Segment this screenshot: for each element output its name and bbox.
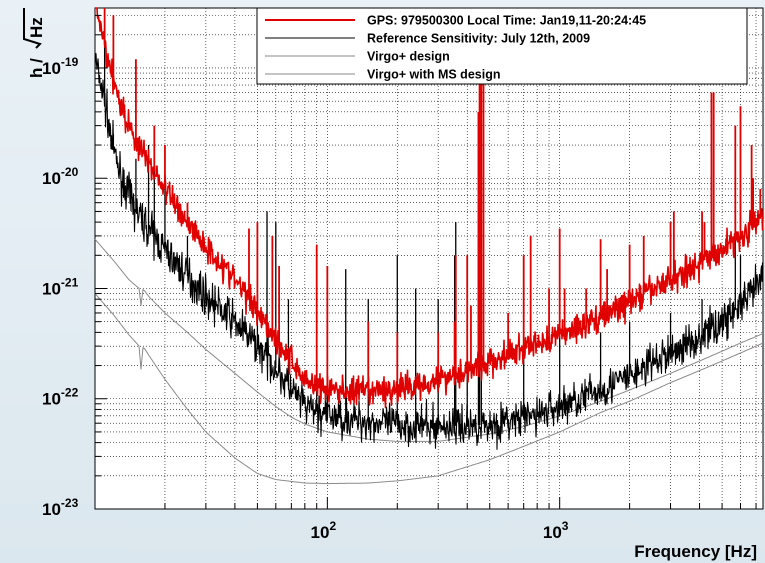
- legend-label: Virgo+ design: [367, 50, 450, 64]
- x-tick-label: 103: [543, 519, 569, 542]
- y-tick-label: 10-23: [42, 496, 79, 519]
- grid: [95, 8, 763, 509]
- legend-entry: GPS: 979500300 Local Time: Jan19,11-20:2…: [265, 14, 646, 28]
- plot-frame: [94, 7, 764, 510]
- y-tick-label: 10-19: [42, 55, 79, 78]
- series-group: [94, 293, 764, 485]
- legend-entry: Virgo+ design: [265, 50, 450, 64]
- series-line: [94, 238, 764, 442]
- legend-label: Virgo+ with MS design: [367, 68, 500, 82]
- y-axis-title-sqrt-term: Hz: [27, 17, 46, 38]
- y-tick-label: 10-21: [42, 275, 79, 298]
- legend-entry: Virgo+ with MS design: [265, 68, 500, 82]
- series-line: [94, 7, 764, 409]
- series-group: [94, 238, 764, 442]
- series-group: [94, 7, 764, 409]
- axes: 102 103 10-19 10-20 10-21 10-22 10-23: [42, 14, 757, 542]
- y-tick-label: 10-22: [42, 386, 79, 409]
- x-tick-label: 102: [311, 519, 337, 542]
- series-line: [94, 53, 764, 450]
- legend-label: GPS: 979500300 Local Time: Jan19,11-20:2…: [367, 14, 646, 28]
- series-line: [94, 293, 764, 485]
- legend-label: Reference Sensitivity: July 12th, 2009: [367, 32, 590, 46]
- y-axis-title: h / Hz: [23, 8, 46, 78]
- y-axis-title-prefix: h /: [27, 58, 46, 78]
- sqrt-sign-icon: [23, 8, 42, 49]
- y-tick-label: 10-20: [42, 165, 79, 188]
- series-layer: [94, 7, 764, 485]
- legend: GPS: 979500300 Local Time: Jan19,11-20:2…: [256, 7, 748, 85]
- legend-entry: Reference Sensitivity: July 12th, 2009: [265, 32, 590, 46]
- x-axis-title: Frequency [Hz]: [634, 542, 757, 561]
